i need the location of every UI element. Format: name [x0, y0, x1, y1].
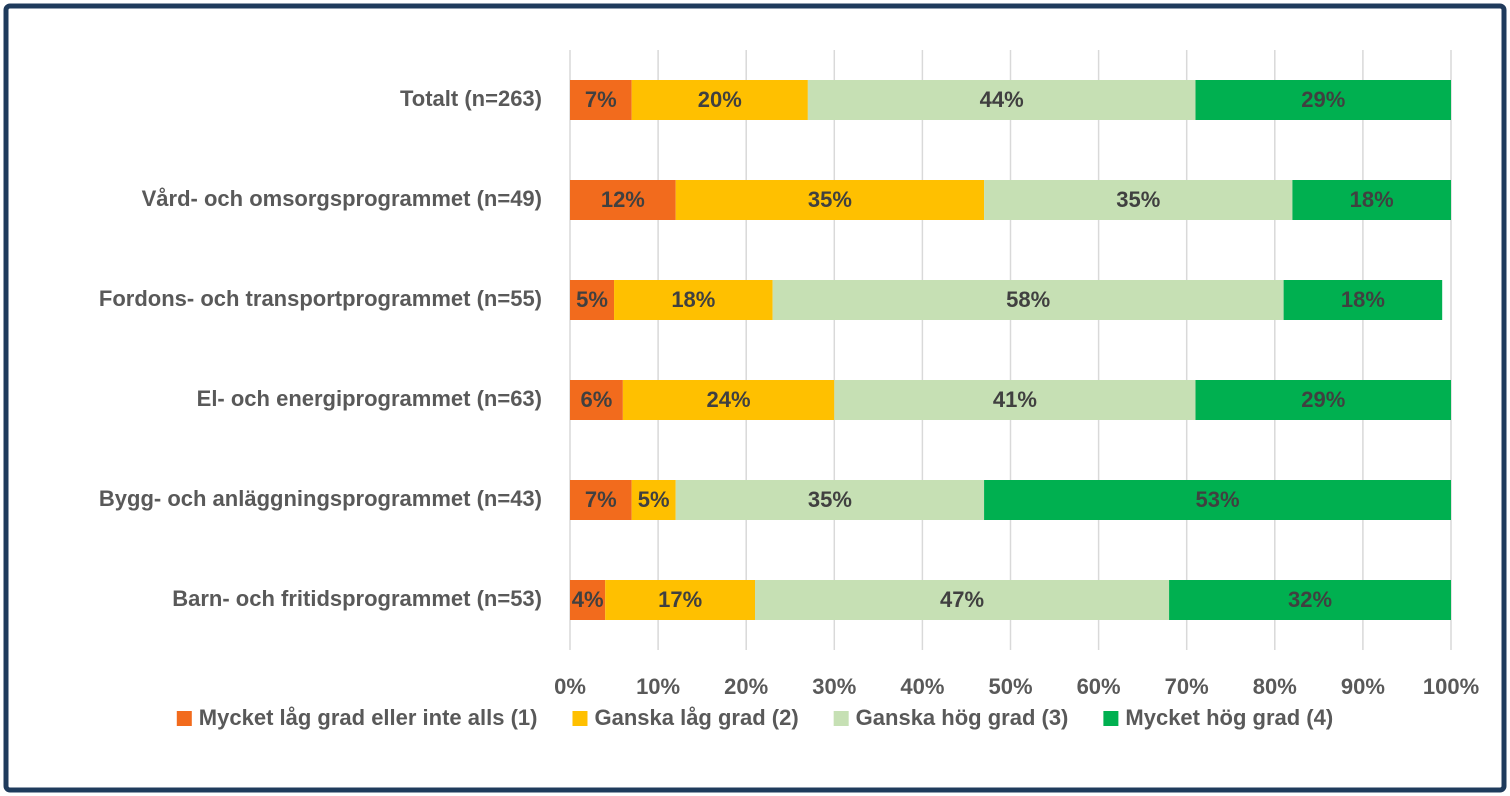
bar-segment: [755, 580, 1170, 620]
value-label: 20%: [698, 87, 742, 112]
value-label: 17%: [658, 587, 702, 612]
bar-segment: [984, 180, 1293, 220]
value-label: 41%: [993, 387, 1037, 412]
y-tick-label: Totalt (n=263): [400, 86, 542, 111]
bar-segment: [807, 80, 1196, 120]
legend-label: Mycket hög grad (4): [1125, 705, 1333, 730]
x-tick-label: 10%: [636, 674, 680, 699]
x-tick-label: 60%: [1077, 674, 1121, 699]
bar-segment: [570, 180, 676, 220]
value-label: 24%: [707, 387, 751, 412]
bar-segment: [1292, 180, 1451, 220]
x-tick-label: 40%: [900, 674, 944, 699]
value-label: 7%: [585, 87, 617, 112]
legend-swatch: [176, 711, 192, 726]
value-label: 47%: [940, 587, 984, 612]
value-label: 58%: [1006, 287, 1050, 312]
bar-segment: [570, 580, 606, 620]
x-tick-label: 20%: [724, 674, 768, 699]
x-tick-label: 70%: [1165, 674, 1209, 699]
legend-swatch: [1103, 711, 1119, 726]
bar-segment: [570, 280, 615, 320]
bar-segment: [675, 480, 985, 520]
x-tick-label: 30%: [812, 674, 856, 699]
value-label: 5%: [638, 487, 670, 512]
value-label: 18%: [671, 287, 715, 312]
bar-segment: [631, 480, 676, 520]
value-label: 53%: [1196, 487, 1240, 512]
legend-swatch: [833, 711, 849, 726]
bar-segment: [834, 380, 1196, 420]
value-label: 29%: [1301, 387, 1345, 412]
value-label: 12%: [601, 187, 645, 212]
x-tick-label: 50%: [988, 674, 1032, 699]
y-tick-label: Bygg- och anläggningsprogrammet (n=43): [99, 486, 542, 511]
y-tick-label: Vård- och omsorgsprogrammet (n=49): [142, 186, 542, 211]
legend-label: Ganska hög grad (3): [856, 705, 1069, 730]
value-label: 35%: [1116, 187, 1160, 212]
value-label: 29%: [1301, 87, 1345, 112]
value-label: 35%: [808, 487, 852, 512]
value-label: 5%: [576, 287, 608, 312]
bar-segment: [614, 280, 773, 320]
value-label: 4%: [572, 587, 604, 612]
bar-segment: [631, 80, 808, 120]
value-label: 32%: [1288, 587, 1332, 612]
x-tick-label: 90%: [1341, 674, 1385, 699]
y-tick-label: Barn- och fritidsprogrammet (n=53): [172, 586, 542, 611]
legend-label: Mycket låg grad eller inte alls (1): [199, 705, 538, 730]
bar-segment: [1169, 580, 1451, 620]
legend-label: Ganska låg grad (2): [594, 705, 798, 730]
value-label: 6%: [581, 387, 613, 412]
bar-segment: [1195, 380, 1451, 420]
bar-segment: [622, 380, 835, 420]
bar-segment: [984, 480, 1451, 520]
legend-swatch: [572, 711, 588, 726]
value-label: 7%: [585, 487, 617, 512]
value-label: 18%: [1350, 187, 1394, 212]
x-tick-label: 80%: [1253, 674, 1297, 699]
bar-segment: [570, 480, 632, 520]
x-tick-label: 0%: [554, 674, 586, 699]
bar-segment: [772, 280, 1284, 320]
value-label: 18%: [1341, 287, 1385, 312]
bar-segment: [1283, 280, 1443, 320]
bar-segment: [570, 80, 632, 120]
value-label: 44%: [980, 87, 1024, 112]
bar-segment: [675, 180, 985, 220]
y-tick-label: Fordons- och transportprogrammet (n=55): [99, 286, 542, 311]
bar-segment: [570, 380, 623, 420]
value-label: 35%: [808, 187, 852, 212]
bar-segment: [1195, 80, 1451, 120]
bar-segment: [605, 580, 756, 620]
x-tick-label: 100%: [1423, 674, 1479, 699]
y-tick-label: El- och energiprogrammet (n=63): [197, 386, 542, 411]
